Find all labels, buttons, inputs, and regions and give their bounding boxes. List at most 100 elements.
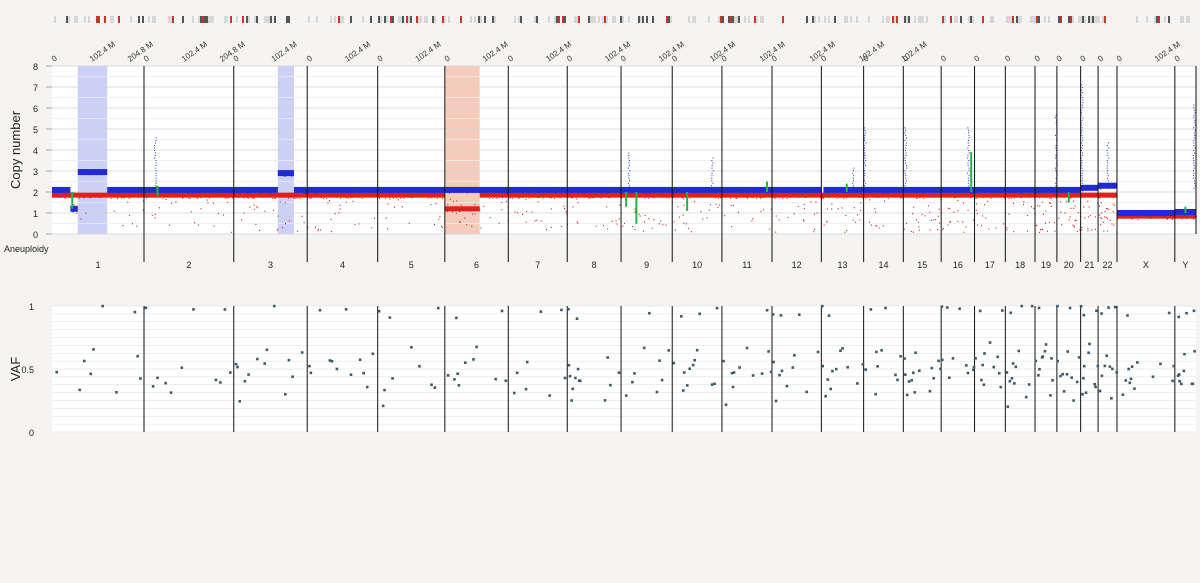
- cn-red-point: [59, 197, 61, 199]
- vaf-point: [418, 364, 421, 368]
- cn-red-point: [1072, 193, 1074, 195]
- cn-red-point: [653, 197, 655, 199]
- vaf-point: [1110, 396, 1113, 400]
- cn-blue-point: [177, 190, 179, 192]
- ideogram-band: [656, 16, 658, 23]
- cn-blue-point: [159, 190, 161, 192]
- cn-blue-point: [617, 191, 619, 193]
- cn-red-outlier: [1045, 210, 1047, 212]
- ideogram-band: [1154, 16, 1156, 23]
- cn-red-point: [591, 196, 593, 198]
- cn-red-point: [167, 196, 169, 198]
- cn-red-outlier: [1112, 211, 1114, 213]
- cn-blue-point: [756, 188, 758, 190]
- ideogram-band: [96, 16, 98, 23]
- cn-red-point: [238, 197, 240, 199]
- cn-red-outlier: [775, 231, 777, 233]
- cn-red-point: [806, 196, 808, 198]
- cn-blue-point: [254, 190, 256, 192]
- cn-blue-point: [936, 189, 938, 191]
- cn-blue-point: [1184, 212, 1186, 214]
- cn-blue-point: [169, 192, 171, 194]
- ideogram-band: [576, 16, 578, 23]
- ideogram-band: [630, 16, 632, 23]
- cn-red-point: [488, 195, 490, 197]
- ideogram-band: [98, 16, 100, 23]
- vaf-point: [880, 349, 883, 352]
- cn-red-point: [637, 196, 639, 198]
- vaf-point: [732, 371, 736, 374]
- cn-red-point: [457, 206, 459, 208]
- cn-blue-point: [773, 188, 775, 190]
- cn-red-point: [372, 195, 374, 197]
- cn-blue-point: [653, 188, 655, 190]
- cn-blue-point: [420, 187, 422, 189]
- cn-blue-outlier: [1194, 109, 1196, 111]
- cn-blue-point: [924, 187, 926, 189]
- cn-red-outlier: [942, 227, 944, 230]
- ideogram-band: [1112, 16, 1114, 23]
- cn-red-point: [145, 194, 147, 196]
- cn-blue-point: [131, 190, 133, 192]
- cn-red-outlier: [674, 229, 676, 231]
- vaf-point: [972, 368, 975, 372]
- cn-red-point: [590, 197, 592, 199]
- cn-red-outlier: [1074, 220, 1076, 222]
- cn-red-point: [839, 197, 841, 199]
- cn-blue-point: [818, 187, 820, 189]
- cn-blue-point: [265, 189, 267, 191]
- ideogram-band: [160, 16, 162, 23]
- cn-red-point: [324, 194, 326, 196]
- cn-red-point: [1003, 197, 1005, 199]
- cn-red-point: [384, 197, 386, 199]
- cn-red-point: [211, 192, 213, 194]
- cn-blue-point: [913, 190, 915, 192]
- vaf-point: [1041, 355, 1045, 358]
- cn-blue-segment: [772, 186, 822, 193]
- cn-red-point: [238, 193, 240, 195]
- cn-red-point: [823, 197, 825, 199]
- cn-red-point: [585, 196, 587, 198]
- ideogram-band: [214, 16, 216, 23]
- cn-blue-point: [975, 191, 977, 193]
- cn-red-point: [1020, 194, 1022, 196]
- cn-red-point: [1058, 195, 1060, 197]
- cn-blue-point: [912, 189, 914, 191]
- vaf-point: [918, 369, 921, 373]
- cn-xtick-label: 0: [901, 53, 910, 63]
- vaf-ytick-label: 0: [29, 428, 34, 438]
- cn-red-point: [228, 193, 230, 195]
- vaf-point: [826, 378, 830, 381]
- cn-red-outlier: [844, 231, 846, 233]
- cn-red-point: [1089, 196, 1091, 198]
- ideogram-band: [156, 16, 158, 23]
- cn-blue-point: [501, 192, 503, 194]
- cn-red-point: [1092, 196, 1094, 198]
- cn-red-point: [288, 197, 290, 199]
- ideogram-band: [380, 16, 382, 23]
- cn-red-point: [842, 196, 844, 198]
- cn-blue-outlier: [712, 182, 714, 184]
- cn-red-point: [389, 196, 391, 198]
- cn-red-outlier: [1038, 231, 1040, 234]
- cn-red-point: [1159, 217, 1161, 219]
- ideogram-band: [1180, 16, 1182, 23]
- cn-red-point: [90, 195, 92, 197]
- ideogram-band: [866, 16, 868, 23]
- cn-red-point: [798, 192, 800, 194]
- ideogram-band: [774, 16, 776, 23]
- cn-chrom-label: 22: [1103, 260, 1113, 270]
- cn-blue-point: [247, 191, 249, 193]
- cn-red-point: [132, 193, 134, 195]
- cn-red-point: [512, 197, 514, 199]
- cn-xtick-label: 204.8 M: [126, 39, 155, 63]
- cn-red-point: [747, 197, 749, 199]
- cn-blue-outlier: [1082, 99, 1084, 101]
- cn-chrom-label: 2: [186, 260, 191, 270]
- cn-red-point: [482, 196, 484, 198]
- cn-blue-segment: [277, 170, 294, 177]
- cn-red-outlier: [576, 221, 578, 223]
- vaf-point: [869, 308, 873, 311]
- cn-red-point: [451, 211, 453, 213]
- cn-red-point: [122, 196, 124, 198]
